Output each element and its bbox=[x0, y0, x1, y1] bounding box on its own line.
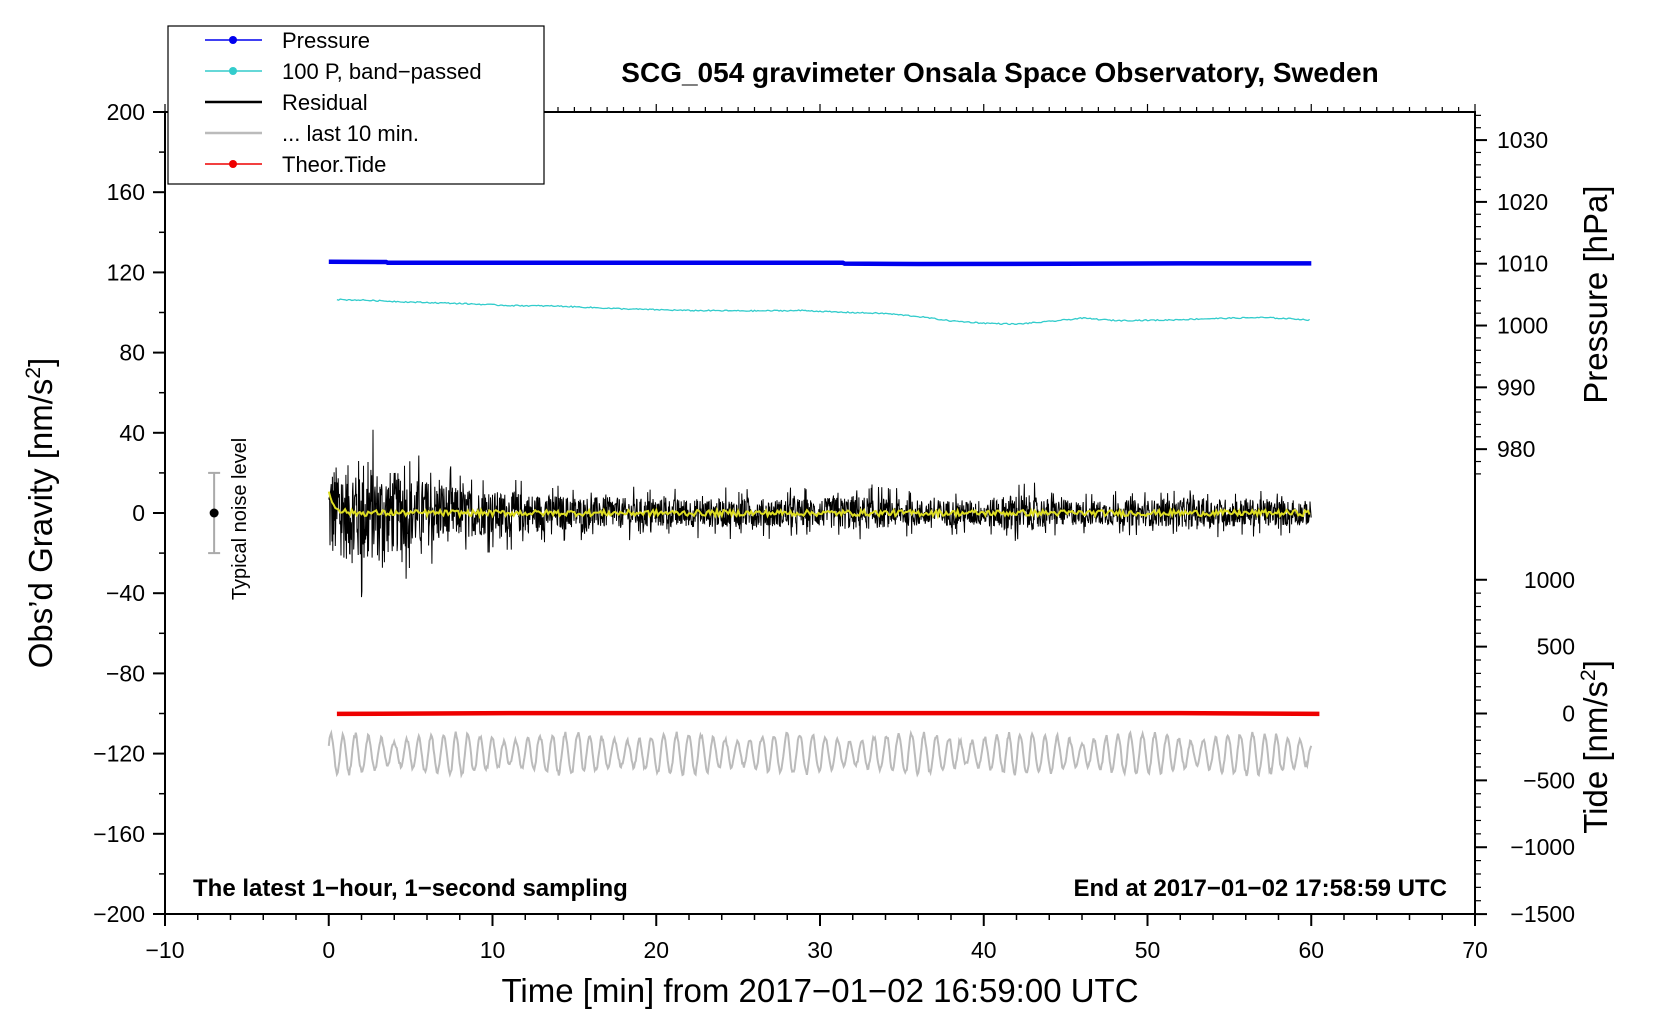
y-tick-label: −120 bbox=[93, 741, 145, 767]
noise-level-marker bbox=[209, 508, 219, 518]
series-pressure bbox=[328, 259, 1312, 267]
x-tick-label: 70 bbox=[1462, 937, 1488, 963]
legend-box bbox=[167, 25, 545, 185]
legend-label: Residual bbox=[282, 90, 368, 115]
pressure-axis-title: Pressure [hPa] bbox=[1577, 185, 1614, 403]
tide-tick-label: 0 bbox=[1562, 701, 1575, 727]
pressure-tick-label: 1020 bbox=[1497, 189, 1548, 215]
y-tick-label: −40 bbox=[106, 580, 145, 606]
pressure-tick-label: 1030 bbox=[1497, 127, 1548, 153]
x-axis-title: Time [min] from 2017−01−02 16:59:00 UTC bbox=[501, 972, 1138, 1009]
plot-area bbox=[208, 259, 1320, 779]
legend-label: Pressure bbox=[282, 28, 370, 53]
tide-tick-label: −500 bbox=[1523, 767, 1575, 793]
x-tick-label: 0 bbox=[322, 937, 335, 963]
y-tick-label: 80 bbox=[119, 340, 145, 366]
y-tick-label: 200 bbox=[107, 99, 145, 125]
tide-axis-title: Tide [nm/s2] bbox=[1577, 660, 1614, 834]
y-tick-label: −200 bbox=[93, 901, 145, 927]
pressure-tick-label: 990 bbox=[1497, 374, 1535, 400]
x-tick-label: −10 bbox=[145, 937, 184, 963]
legend-marker bbox=[229, 160, 237, 168]
y-tick-label: −160 bbox=[93, 821, 145, 847]
legend-marker bbox=[229, 67, 237, 75]
y-axis-title: Obs’d Gravity [nm/s2] bbox=[22, 358, 59, 669]
y-tick-label: 0 bbox=[132, 500, 145, 526]
pressure-tick-label: 980 bbox=[1497, 436, 1535, 462]
legend-marker bbox=[229, 36, 237, 44]
x-tick-label: 30 bbox=[807, 937, 833, 963]
legend-label: ... last 10 min. bbox=[282, 121, 419, 146]
noise-level-label: Typical noise level bbox=[229, 438, 251, 600]
series-last-10-min bbox=[327, 729, 1313, 779]
legend-label: Theor.Tide bbox=[282, 152, 386, 177]
y-tick-label: −80 bbox=[106, 660, 145, 686]
series-band-passed-pressure bbox=[336, 298, 1310, 326]
x-tick-label: 40 bbox=[971, 937, 997, 963]
pressure-tick-label: 1010 bbox=[1497, 251, 1548, 277]
tide-tick-label: 500 bbox=[1537, 634, 1575, 660]
x-tick-label: 50 bbox=[1135, 937, 1161, 963]
chart-title: SCG_054 gravimeter Onsala Space Observat… bbox=[621, 57, 1378, 88]
y-tick-label: 160 bbox=[107, 179, 145, 205]
tide-tick-label: 1000 bbox=[1524, 567, 1575, 593]
series-residual bbox=[328, 429, 1312, 598]
tide-tick-label: −1500 bbox=[1510, 901, 1575, 927]
legend-label: 100 P, band−passed bbox=[282, 59, 482, 84]
x-tick-label: 60 bbox=[1298, 937, 1324, 963]
annotation-left: The latest 1−hour, 1−second sampling bbox=[193, 875, 628, 902]
pressure-tick-label: 1000 bbox=[1497, 313, 1548, 339]
series-smoothed-residual bbox=[327, 491, 1311, 520]
series-theor-tide bbox=[336, 710, 1320, 717]
annotation-right: End at 2017−01−02 17:58:59 UTC bbox=[1073, 875, 1447, 902]
y-tick-label: 120 bbox=[107, 259, 145, 285]
x-tick-label: 20 bbox=[643, 937, 669, 963]
y-tick-label: 40 bbox=[119, 420, 145, 446]
tide-tick-label: −1000 bbox=[1510, 834, 1575, 860]
x-tick-label: 10 bbox=[480, 937, 506, 963]
